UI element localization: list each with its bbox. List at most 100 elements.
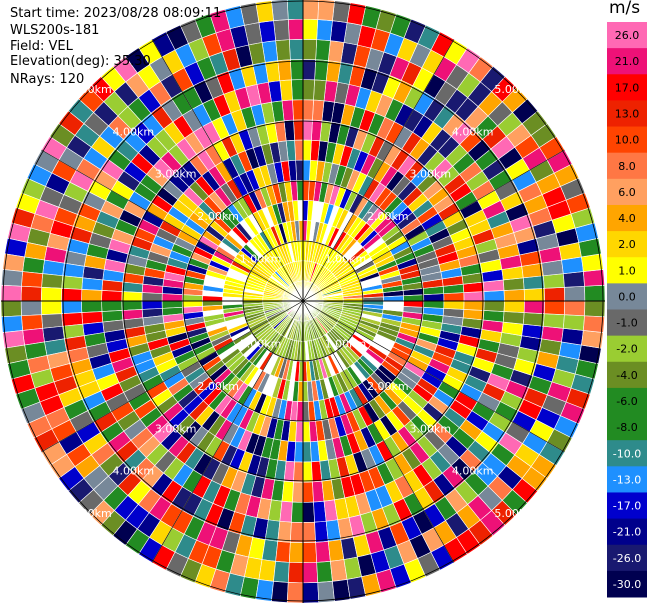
velocity-gate [463, 300, 485, 311]
velocity-gate [502, 311, 525, 325]
velocity-gate [462, 309, 485, 321]
velocity-gate [61, 300, 83, 314]
velocity-gate [297, 381, 304, 402]
velocity-gate [292, 481, 304, 503]
velocity-gate [302, 481, 314, 503]
velocity-gate [81, 277, 104, 291]
range-ring-label: 3.00km [155, 422, 197, 435]
colorbar-swatch [607, 361, 647, 389]
velocity-gate [296, 401, 304, 423]
velocity-gate [302, 541, 318, 564]
velocity-gate [483, 290, 505, 302]
velocity-gate [101, 290, 123, 302]
velocity-gate [294, 139, 304, 161]
velocity-gate [21, 271, 44, 288]
velocity-gate [302, 582, 320, 604]
colorbar-swatch [607, 544, 647, 572]
velocity-gate [314, 59, 329, 82]
velocity-gate [258, 559, 276, 582]
velocity-gate [302, 501, 315, 523]
velocity-gate [0, 284, 22, 302]
velocity-gate [290, 59, 304, 81]
velocity-gate [294, 441, 304, 463]
range-ring-label: 3.00km [409, 168, 451, 181]
velocity-gate [313, 79, 327, 102]
colorbar-tick-label: -21.0 [613, 526, 641, 539]
velocity-gate [302, 441, 312, 463]
velocity-gate [161, 293, 183, 302]
colorbar-swatch [607, 178, 647, 206]
colorbar-tick-label: -2.0 [616, 343, 637, 356]
colorbar-swatch [607, 387, 647, 415]
colorbar-swatch [607, 257, 647, 284]
velocity-gate [302, 521, 316, 543]
velocity-gate [542, 273, 565, 289]
range-ring-label: 3.00km [409, 422, 451, 435]
colorbar-tick-label: -10.0 [613, 447, 641, 460]
velocity-gate [141, 292, 163, 302]
colorbar-swatch [607, 22, 647, 49]
velocity-gate [317, 0, 335, 22]
colorbar-tick-label: 4.0 [618, 212, 636, 225]
colorbar-tick-label: -8.0 [616, 421, 637, 434]
velocity-gate [141, 300, 163, 310]
velocity-gate [22, 256, 45, 274]
velocity-gate [302, 461, 313, 483]
range-ring-label: 2.00km [197, 380, 239, 393]
velocity-gate [584, 300, 606, 318]
velocity-gate [302, 99, 314, 121]
velocity-gate [503, 289, 525, 302]
velocity-gate [287, 18, 304, 40]
colorbar-tick-label: -30.0 [613, 578, 641, 591]
velocity-gate [302, 179, 310, 201]
velocity-gate [541, 325, 564, 343]
colorbar-unit: m/s [609, 0, 641, 18]
velocity-gate [302, 562, 319, 584]
colorbar-swatch [607, 440, 647, 467]
colorbar-tick-label: 21.0 [615, 55, 640, 68]
velocity-gate [584, 284, 606, 302]
colorbar-tick-label: 2.0 [618, 238, 636, 251]
polar-grid [1, 0, 605, 603]
velocity-gate [20, 300, 42, 317]
velocity-gate [483, 300, 505, 312]
range-ring-label: 2.00km [197, 210, 239, 223]
velocity-gate [0, 300, 22, 318]
colorbar-tick-label: -17.0 [613, 500, 641, 513]
colorbar-tick-label: 26.0 [615, 29, 640, 42]
velocity-gate [271, 0, 289, 22]
velocity-gate [279, 500, 293, 523]
radial-spoke [302, 300, 455, 563]
velocity-gate [330, 20, 348, 43]
velocity-gate [383, 300, 404, 307]
velocity-gate [40, 286, 63, 302]
range-ring-label: 5.00km [494, 507, 536, 520]
velocity-gate [463, 291, 485, 302]
colorbar-swatch [607, 100, 647, 128]
velocity-gate [482, 310, 505, 323]
velocity-gate [302, 38, 318, 61]
velocity-gate [564, 285, 586, 302]
colorbar-swatch [607, 231, 647, 258]
velocity-gate [202, 295, 223, 302]
colorbar-swatch [607, 492, 647, 520]
velocity-gate [101, 279, 124, 292]
colorbar-tick-label: 8.0 [618, 160, 636, 173]
velocity-gate [523, 300, 545, 314]
nrays-label: NRays: 120 [10, 72, 85, 87]
velocity-gate [443, 292, 465, 302]
radial-spoke [41, 149, 304, 302]
velocity-gate [503, 300, 525, 313]
velocity-gate [562, 314, 585, 331]
range-ring-label: 5.00km [494, 83, 536, 96]
velocity-gate [543, 286, 566, 302]
velocity-gate [316, 19, 333, 42]
ppi-plot: 1.00km 1.00km 1.00km 1.00km 2.00km 2.00km 2.00… [0, 0, 606, 604]
radial-spoke [151, 300, 304, 563]
instrument-label: WLS200s-181 [10, 23, 100, 38]
range-ring-label: 2.00km [367, 210, 409, 223]
colorbar-swatch [607, 74, 647, 101]
range-ring-label: 4.00km [452, 125, 494, 138]
velocity-gate [293, 461, 304, 483]
velocity-gate [275, 540, 291, 563]
